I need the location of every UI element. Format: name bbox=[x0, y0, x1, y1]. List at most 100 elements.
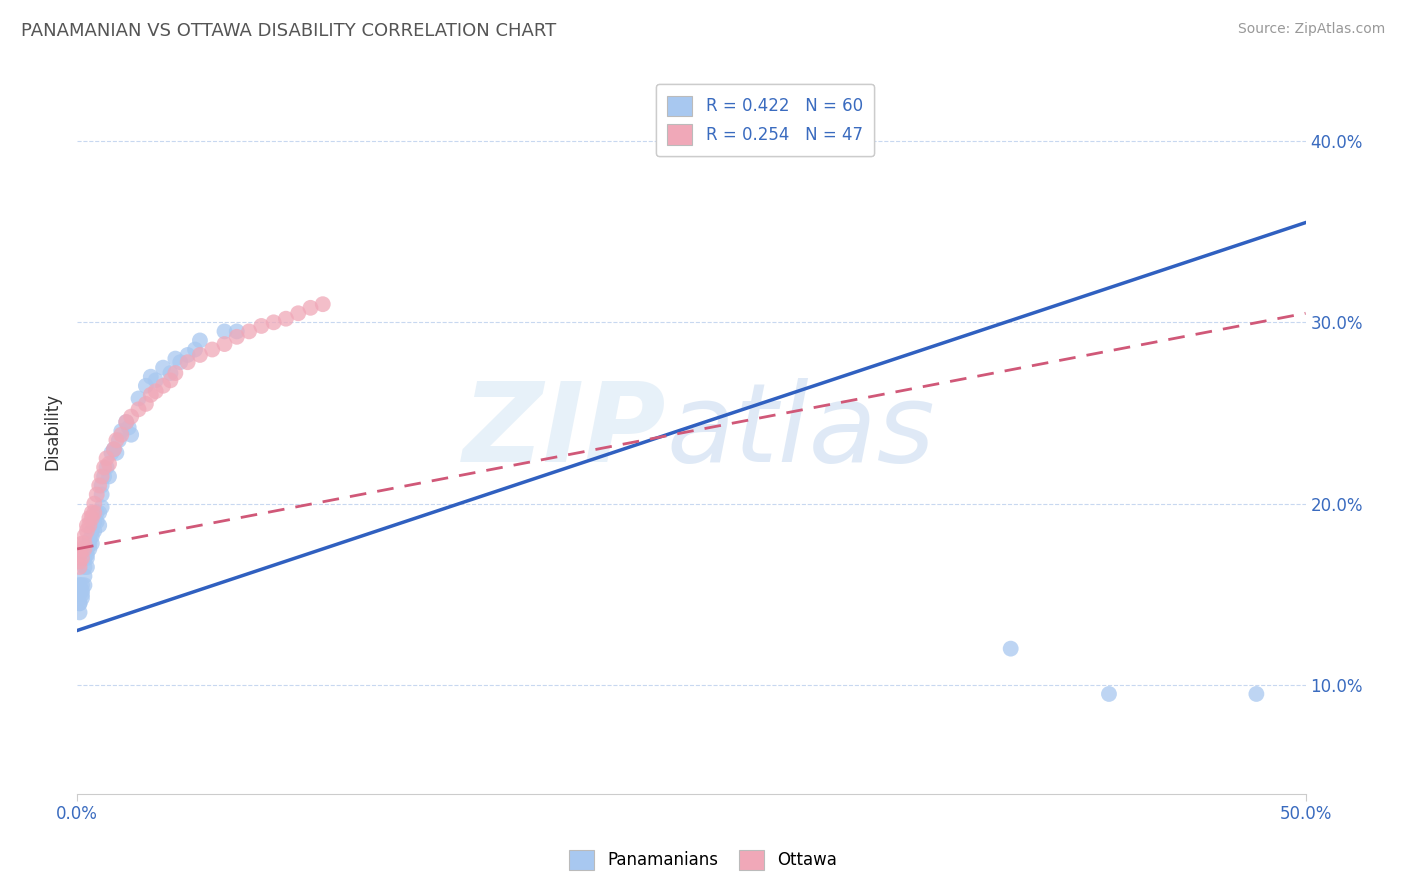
Point bbox=[139, 388, 162, 402]
Point bbox=[79, 511, 101, 525]
Legend: Panamanians, Ottawa: Panamanians, Ottawa bbox=[562, 843, 844, 877]
Point bbox=[80, 536, 103, 550]
Point bbox=[105, 433, 128, 447]
Point bbox=[86, 515, 108, 529]
Point bbox=[287, 306, 309, 320]
Point bbox=[70, 551, 93, 566]
Point bbox=[250, 318, 273, 333]
Point bbox=[98, 469, 121, 483]
Point bbox=[145, 373, 167, 387]
Point bbox=[76, 524, 98, 538]
Point bbox=[73, 529, 96, 543]
Point bbox=[103, 442, 125, 457]
Point bbox=[73, 578, 96, 592]
Point bbox=[76, 551, 98, 566]
Point bbox=[86, 487, 108, 501]
Point bbox=[103, 442, 125, 457]
Point bbox=[76, 541, 98, 556]
Point bbox=[108, 433, 131, 447]
Text: ZIP: ZIP bbox=[463, 377, 666, 484]
Point bbox=[312, 297, 335, 311]
Point bbox=[96, 460, 118, 475]
Point bbox=[165, 366, 187, 380]
Point bbox=[152, 360, 174, 375]
Point bbox=[69, 560, 91, 574]
Point bbox=[80, 524, 103, 538]
Point bbox=[69, 578, 91, 592]
Point bbox=[115, 415, 138, 429]
Point bbox=[176, 355, 198, 369]
Point bbox=[139, 369, 162, 384]
Point bbox=[79, 536, 101, 550]
Point bbox=[90, 469, 112, 483]
Point bbox=[73, 536, 96, 550]
Point bbox=[299, 301, 322, 315]
Point bbox=[83, 524, 105, 538]
Point bbox=[100, 446, 122, 460]
Point bbox=[70, 591, 93, 605]
Point bbox=[73, 560, 96, 574]
Point bbox=[90, 500, 112, 515]
Point bbox=[165, 351, 187, 366]
Point bbox=[73, 541, 96, 556]
Point bbox=[120, 427, 142, 442]
Point bbox=[238, 325, 260, 339]
Point bbox=[225, 330, 247, 344]
Point bbox=[83, 515, 105, 529]
Point bbox=[69, 596, 91, 610]
Point bbox=[1246, 687, 1268, 701]
Point bbox=[110, 427, 132, 442]
Point bbox=[69, 606, 91, 620]
Point bbox=[80, 506, 103, 520]
Point bbox=[83, 506, 105, 520]
Point bbox=[76, 518, 98, 533]
Point bbox=[98, 457, 121, 471]
Point bbox=[76, 560, 98, 574]
Point bbox=[69, 547, 91, 561]
Point bbox=[128, 402, 150, 417]
Point bbox=[169, 355, 191, 369]
Y-axis label: Disability: Disability bbox=[44, 392, 60, 470]
Point bbox=[70, 583, 93, 598]
Point bbox=[86, 506, 108, 520]
Point bbox=[152, 378, 174, 392]
Text: Source: ZipAtlas.com: Source: ZipAtlas.com bbox=[1237, 22, 1385, 37]
Point bbox=[93, 460, 115, 475]
Point bbox=[89, 518, 111, 533]
Point bbox=[69, 587, 91, 601]
Point bbox=[83, 497, 105, 511]
Legend: R = 0.422   N = 60, R = 0.254   N = 47: R = 0.422 N = 60, R = 0.254 N = 47 bbox=[655, 84, 875, 156]
Point bbox=[184, 343, 207, 357]
Point bbox=[69, 578, 91, 592]
Point bbox=[70, 578, 93, 592]
Point bbox=[89, 478, 111, 492]
Point bbox=[69, 596, 91, 610]
Point bbox=[80, 529, 103, 543]
Text: PANAMANIAN VS OTTAWA DISABILITY CORRELATION CHART: PANAMANIAN VS OTTAWA DISABILITY CORRELAT… bbox=[21, 22, 557, 40]
Point bbox=[128, 392, 150, 406]
Text: atlas: atlas bbox=[666, 377, 935, 484]
Point bbox=[176, 348, 198, 362]
Point bbox=[1000, 641, 1022, 656]
Point bbox=[79, 541, 101, 556]
Point bbox=[73, 551, 96, 566]
Point bbox=[79, 518, 101, 533]
Point bbox=[110, 424, 132, 438]
Point bbox=[145, 384, 167, 399]
Point bbox=[70, 541, 93, 556]
Point bbox=[90, 487, 112, 501]
Point bbox=[225, 325, 247, 339]
Point bbox=[90, 478, 112, 492]
Point bbox=[115, 415, 138, 429]
Point bbox=[214, 325, 236, 339]
Point bbox=[79, 533, 101, 547]
Point bbox=[188, 348, 211, 362]
Point bbox=[201, 343, 224, 357]
Point bbox=[70, 587, 93, 601]
Point bbox=[73, 569, 96, 583]
Point bbox=[76, 547, 98, 561]
Point bbox=[69, 555, 91, 569]
Point bbox=[96, 451, 118, 466]
Point bbox=[93, 469, 115, 483]
Point bbox=[159, 373, 181, 387]
